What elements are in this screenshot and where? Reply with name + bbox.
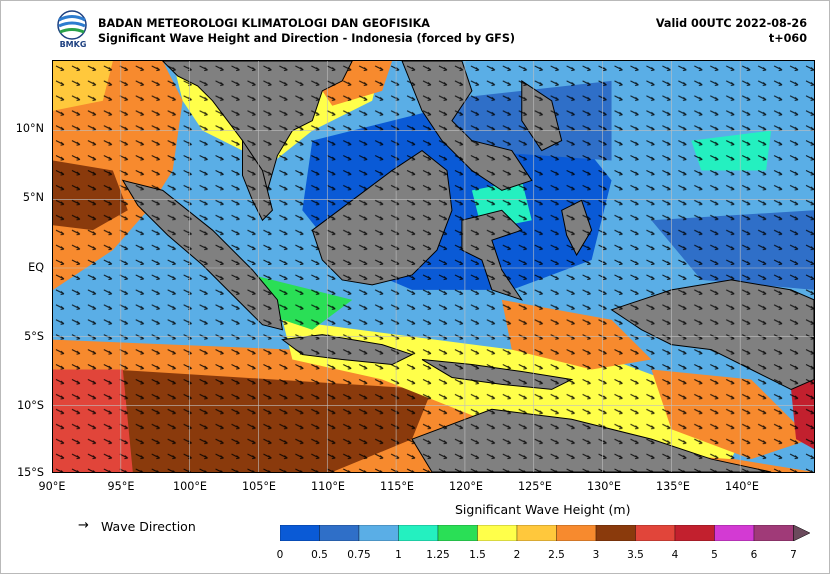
colorbar-tick: 4 — [671, 549, 679, 561]
valid-time: Valid 00UTC 2022-08-26 — [655, 17, 807, 30]
colorbar-segment — [556, 525, 597, 541]
lat-tick: 15°S — [17, 466, 44, 479]
colorbar-segment — [477, 525, 518, 541]
lon-tick: 135°E — [655, 480, 691, 493]
map-title: Significant Wave Height and Direction - … — [98, 32, 515, 45]
colorbar-tick: 2 — [513, 549, 521, 561]
lon-tick: 90°E — [38, 480, 66, 493]
colorbar-tick: 6 — [750, 549, 758, 561]
lon-tick: 105°E — [241, 480, 277, 493]
colorbar-segment — [635, 525, 676, 541]
lon-tick: 95°E — [107, 480, 135, 493]
colorbar-segment — [714, 525, 755, 541]
lat-tick: 10°N — [15, 122, 44, 135]
lon-tick: 120°E — [448, 480, 484, 493]
lat-tick: 10°S — [17, 399, 44, 412]
colorbar-tick: 0.75 — [347, 549, 371, 561]
colorbar-tick: 3 — [592, 549, 600, 561]
colorbar-tick: 1.5 — [469, 549, 486, 561]
lon-tick: 115°E — [379, 480, 415, 493]
colorbar-tick: 1 — [395, 549, 402, 561]
lon-tick: 140°E — [724, 480, 760, 493]
colorbar-segment — [280, 525, 320, 541]
lat-tick: 5°N — [22, 191, 44, 204]
lat-tick: 5°S — [24, 330, 44, 343]
lon-tick: 100°E — [172, 480, 208, 493]
colorbar-tick: 1.25 — [426, 549, 450, 561]
wave-direction-arrow-icon: → — [78, 518, 89, 533]
colorbar-title: Significant Wave Height (m) — [455, 502, 631, 517]
lon-tick: 110°E — [310, 480, 346, 493]
lon-tick: 130°E — [586, 480, 622, 493]
wave-direction-label: Wave Direction — [101, 519, 196, 534]
colorbar-tick: 7 — [790, 549, 797, 561]
colorbar-segment — [753, 525, 794, 541]
colorbar-tick: 2.5 — [548, 549, 565, 561]
colorbar-segment — [674, 525, 715, 541]
colorbar-segment — [437, 525, 478, 541]
colorbar-extend-arrow — [793, 525, 810, 541]
logo-text: BMKG — [59, 40, 87, 49]
lead-time: t+060 — [768, 32, 807, 45]
wave-height-map — [52, 60, 815, 473]
colorbar-segment — [358, 525, 399, 541]
colorbar-segment — [398, 525, 439, 541]
wave-direction-arrows — [53, 61, 814, 472]
colorbar-tick: 0.5 — [311, 549, 328, 561]
bmkg-logo-icon — [57, 10, 87, 40]
colorbar — [280, 525, 810, 541]
colorbar-segment — [595, 525, 636, 541]
colorbar-tick: 3.5 — [627, 549, 644, 561]
colorbar-segment — [516, 525, 557, 541]
org-name: BADAN METEOROLOGI KLIMATOLOGI DAN GEOFIS… — [98, 17, 430, 30]
colorbar-tick: 0 — [276, 549, 284, 561]
colorbar-tick: 5 — [711, 549, 718, 561]
lon-tick: 125°E — [517, 480, 553, 493]
colorbar-segment — [319, 525, 360, 541]
map-grid — [53, 61, 814, 472]
lat-tick: EQ — [28, 261, 44, 274]
